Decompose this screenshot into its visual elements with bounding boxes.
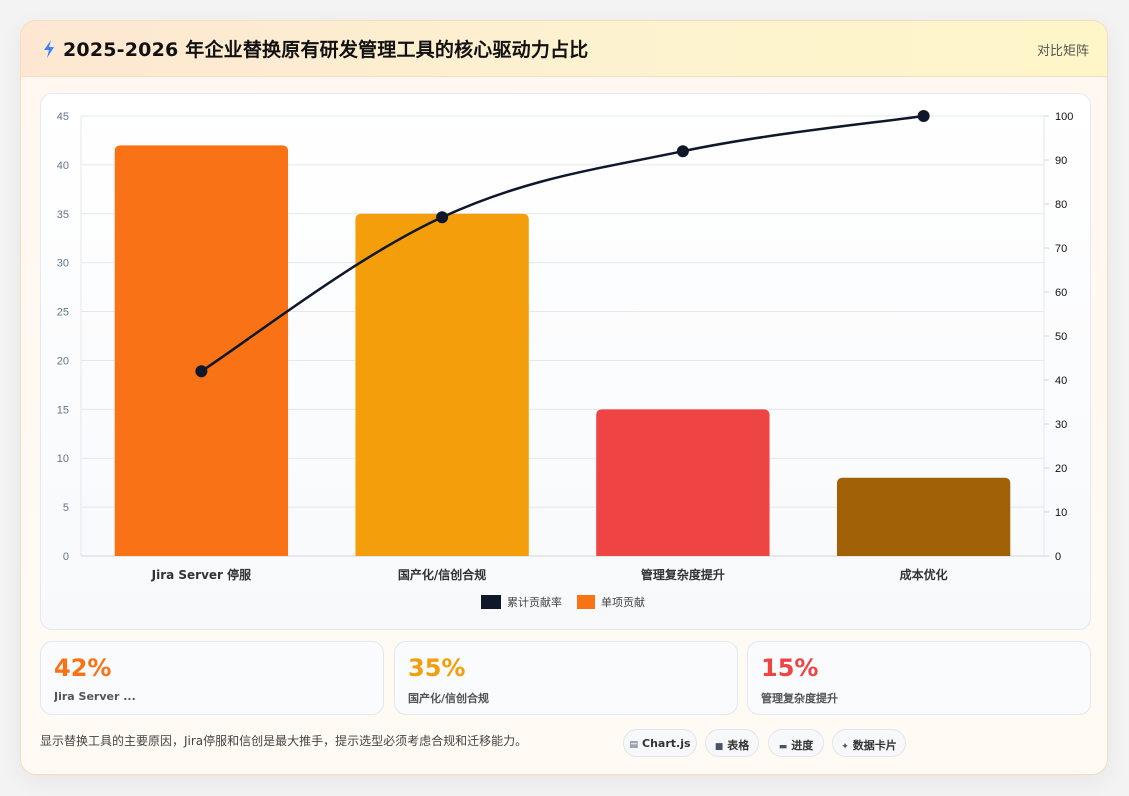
y-left-tick-label: 25 [57,307,69,319]
page-title: 2025-2026 年企业替换原有研发管理工具的核心驱动力占比 [63,39,589,61]
y-left-tick-label: 40 [57,160,69,172]
cumulative-line [200,114,924,373]
progress-icon: ▬ [778,742,788,752]
stat-card-1: 42% Jira Server ... [40,641,384,715]
y-right-tick-label: 70 [1055,243,1067,255]
legend-swatch [577,595,595,609]
card-icon: ✦ [841,742,849,752]
cumulative-point [917,110,930,122]
progress-button[interactable]: ▬ 进度 [768,729,824,757]
y-right-tick-label: 50 [1055,331,1067,343]
progress-button-label: 进度 [791,739,814,752]
stat-value: 35% [408,654,466,682]
x-tick-label: 管理复杂度提升 [641,567,725,582]
cumulative-point [195,365,208,378]
y-left-tick-label: 0 [63,551,69,563]
stat-label: 国产化/信创合规 [408,692,490,705]
cumulative-point [436,211,449,224]
table-icon: ■ [714,742,724,752]
stat-value: 15% [761,654,819,682]
y-right-tick-label: 20 [1055,463,1067,475]
pareto-chart: 0 5 10 15 20 25 30 35 40 45 0 10 20 30 40 50 60 70 80 90 100… [57,110,1073,609]
y-right-tick-label: 90 [1055,155,1067,167]
compare-matrix-link[interactable]: 对比矩阵 [1036,44,1089,59]
bar [355,213,529,556]
y-right-tick-label: 60 [1055,287,1067,299]
legend-label: 单项贡献 [601,595,645,609]
lightning-icon [44,40,54,58]
y-left-tick-label: 20 [57,355,69,367]
chartjs-button[interactable]: ▤ Chart.js [623,729,697,757]
bar [836,477,1011,556]
x-tick-label: 成本优化 [900,567,948,582]
chart-note: 显示替换工具的主要原因，Jira停服和信创是最大推手，提示选型必须考虑合规和迁移… [40,734,528,748]
y-right-tick-label: 0 [1055,551,1061,563]
stat-value: 42% [54,654,112,682]
card-header: 2025-2026 年企业替换原有研发管理工具的核心驱动力占比 对比矩阵 [21,21,1107,77]
table-button-label: 表格 [727,739,750,752]
y-right-tick-label: 10 [1055,507,1067,519]
x-tick-label: 国产化/信创合规 [398,567,486,582]
cumulative-point [676,145,689,158]
legend-label: 累计贡献率 [507,595,562,609]
legend-swatch [481,595,501,609]
y-left-tick-label: 45 [57,111,69,123]
chart-card: 2025-2026 年企业替换原有研发管理工具的核心驱动力占比 对比矩阵 0 5 1… [20,20,1108,775]
y-left-tick-label: 5 [63,502,69,514]
stat-label: Jira Server ... [54,690,136,703]
y-right-tick-label: 100 [1055,111,1073,123]
stat-label: 管理复杂度提升 [761,692,838,705]
y-right-tick-label: 80 [1055,199,1067,211]
table-button[interactable]: ■ 表格 [705,729,759,757]
y-left-tick-label: 35 [57,209,69,221]
bar [596,409,770,556]
stat-card-3: 15% 管理复杂度提升 [747,641,1091,715]
bar [114,145,289,557]
y-left-tick-label: 15 [57,404,69,416]
data-card-button[interactable]: ✦ 数据卡片 [832,729,906,757]
y-right-tick-label: 40 [1055,375,1067,387]
data-card-button-label: 数据卡片 [852,739,897,752]
chartjs-button-label: Chart.js [642,737,691,750]
y-left-tick-label: 30 [57,258,69,270]
y-left-tick-label: 10 [57,453,69,465]
stat-card-2: 35% 国产化/信创合规 [394,641,738,715]
y-right-tick-label: 30 [1055,419,1067,431]
chart-icon: ▤ [629,740,638,750]
x-tick-label: Jira Server 停服 [151,567,253,582]
chart-panel: 0 5 10 15 20 25 30 35 40 45 0 10 20 30 40 50 60 70 80 90 100… [40,93,1091,630]
